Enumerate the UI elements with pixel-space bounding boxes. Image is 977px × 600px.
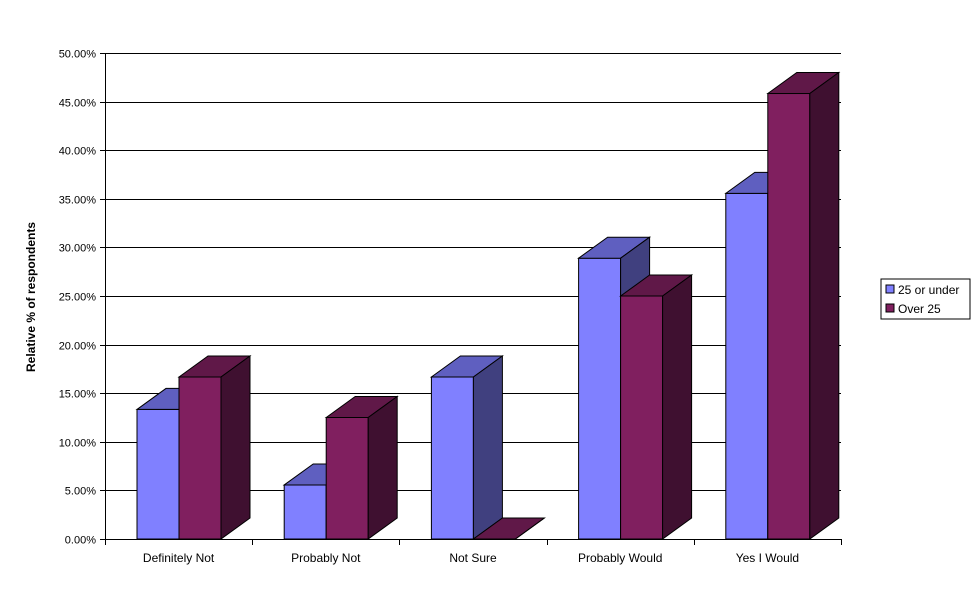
y-tick-label: 40.00% <box>59 146 97 158</box>
category-labels: Definitely Not Probably Not Not Sure Probab… <box>143 551 799 565</box>
y-tick-label: 15.00% <box>59 389 97 401</box>
bar-over-25 <box>177 354 252 540</box>
y-tick-label: 30.00% <box>59 243 97 255</box>
x-category-label: Not Sure <box>449 551 497 565</box>
bar-over-25 <box>471 517 546 540</box>
x-category-label: Yes I Would <box>736 551 799 565</box>
bar-over-25 <box>619 274 694 540</box>
y-tick-label: 50.00% <box>59 49 97 61</box>
legend-label-over-25: Over 25 <box>898 302 941 316</box>
bar-over-25 <box>766 71 841 540</box>
y-tick-label: 35.00% <box>59 195 97 207</box>
legend: 25 or under Over 25 <box>880 278 971 320</box>
legend-box <box>880 278 971 320</box>
legend-swatch-25-or-under <box>885 284 895 294</box>
bars <box>135 71 841 540</box>
bar-25-or-under <box>429 354 504 540</box>
y-tick-label: 45.00% <box>59 98 97 110</box>
y-tick-label: 25.00% <box>59 292 97 304</box>
y-tick-labels: 0.00% 5.00% 10.00% 15.00% 20.00% 25.00% 30.00%… <box>59 49 97 547</box>
y-axis-title: Relative % of respondents <box>24 222 38 372</box>
legend-label-25-or-under: 25 or under <box>898 283 959 297</box>
y-tick-label: 5.00% <box>65 486 96 498</box>
x-category-label: Probably Would <box>578 551 663 565</box>
legend-swatch-over-25 <box>885 303 895 313</box>
bar-over-25 <box>324 395 399 540</box>
y-tick-label: 10.00% <box>59 438 97 450</box>
y-tick-label: 20.00% <box>59 341 97 353</box>
x-category-label: Probably Not <box>291 551 361 565</box>
x-category-label: Definitely Not <box>143 551 215 565</box>
y-tick-label: 0.00% <box>65 535 96 547</box>
